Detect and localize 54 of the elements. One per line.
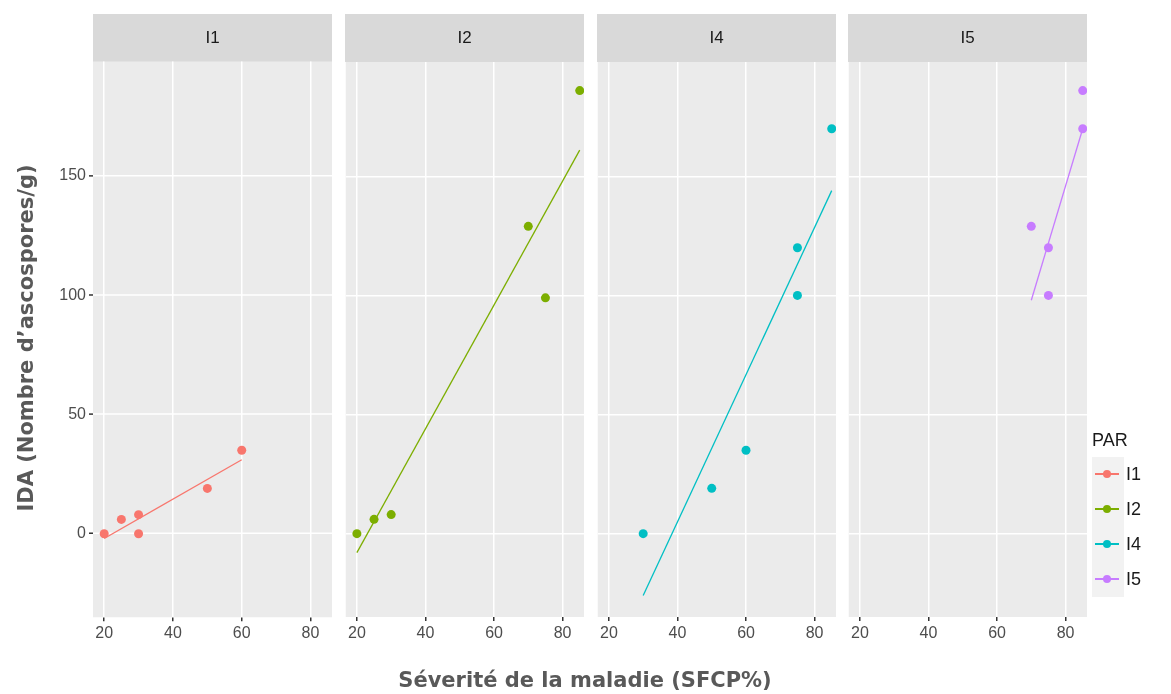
point <box>523 221 533 231</box>
x-axis-title: Séverité de la maladie (SFCP%) <box>398 668 772 692</box>
x-tick-label: 40 <box>164 624 182 642</box>
x-tick-label: 80 <box>553 624 572 642</box>
chart-title: I4 <box>597 14 836 62</box>
legend-title: PAR <box>1092 430 1128 451</box>
point <box>575 86 584 96</box>
point <box>369 514 379 524</box>
point <box>1043 290 1053 300</box>
legend-label: I5 <box>1126 569 1142 590</box>
point <box>99 529 109 539</box>
x-tick-label: 60 <box>737 624 756 642</box>
point <box>707 483 717 493</box>
point <box>134 529 144 539</box>
y-tick-label: 50 <box>68 405 87 423</box>
legend-label: I1 <box>1126 464 1142 485</box>
x-tick-label: 60 <box>988 624 1007 642</box>
legend-label: I4 <box>1126 534 1142 555</box>
x-tick-label: 20 <box>348 624 366 642</box>
point <box>827 124 836 134</box>
point <box>1026 221 1036 231</box>
y-axis-title: IDA (Nombre d’ascospores/g) <box>14 164 38 512</box>
point <box>1078 124 1087 134</box>
point <box>792 243 802 253</box>
legend-label: I2 <box>1126 499 1142 520</box>
x-tick-label: 40 <box>416 624 435 642</box>
point <box>237 446 247 456</box>
point <box>1078 86 1087 96</box>
x-tick-label: 20 <box>851 624 869 642</box>
point <box>386 510 396 520</box>
point <box>1043 243 1053 253</box>
x-tick-label: 60 <box>485 624 504 642</box>
x-tick-label: 20 <box>95 624 114 642</box>
point <box>352 529 362 539</box>
chart-title: I5 <box>848 14 1087 62</box>
x-tick-label: 80 <box>805 624 824 642</box>
y-tick-label: 150 <box>59 166 87 184</box>
chart-title: I1 <box>93 14 332 62</box>
x-tick-label: 20 <box>600 624 618 642</box>
point <box>116 515 126 525</box>
y-tick-label: 0 <box>77 524 87 542</box>
x-tick-label: 40 <box>668 624 687 642</box>
x-tick-label: 80 <box>1056 624 1075 642</box>
point <box>792 290 802 300</box>
chart-title: I2 <box>345 14 584 62</box>
point <box>134 510 144 520</box>
y-tick-label: 100 <box>59 286 87 304</box>
point <box>202 484 212 494</box>
point <box>638 529 648 539</box>
point <box>741 445 751 455</box>
x-tick-label: 80 <box>301 624 320 642</box>
x-tick-label: 40 <box>919 624 938 642</box>
point <box>540 293 550 303</box>
x-tick-label: 60 <box>232 624 251 642</box>
